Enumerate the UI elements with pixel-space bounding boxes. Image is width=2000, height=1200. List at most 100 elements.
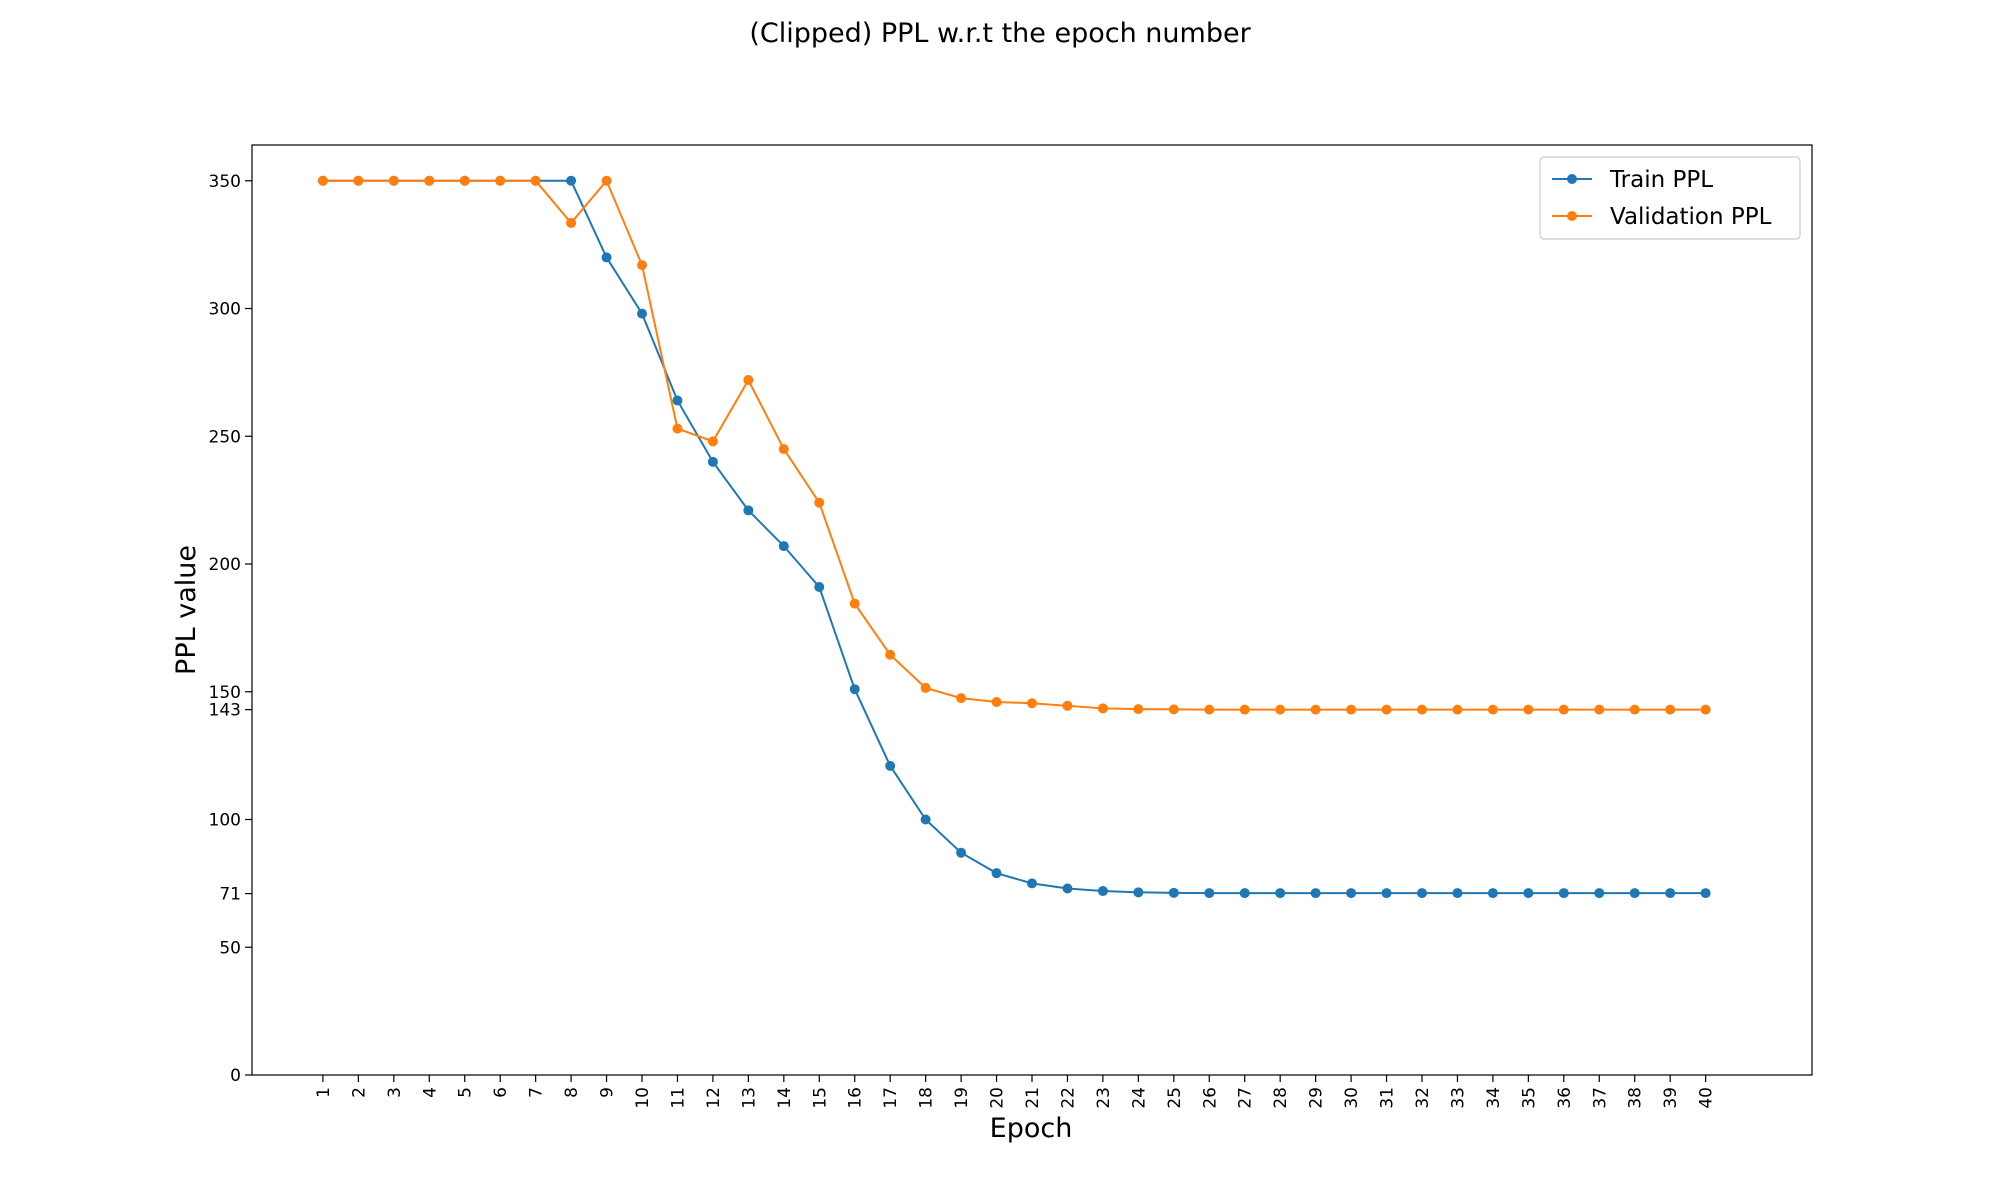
y-tick-label: 200 [209,555,241,575]
data-point [1452,888,1463,899]
data-point [459,175,470,186]
data-point [1665,704,1676,715]
data-point [672,395,683,406]
x-tick-label: 8 [562,1087,582,1098]
x-tick-label: 13 [739,1087,759,1109]
data-point [495,175,506,186]
x-tick-label: 18 [917,1087,937,1109]
data-point [566,175,577,186]
x-tick-label: 3 [385,1087,405,1098]
data-point [956,847,967,858]
data-point [1523,888,1534,899]
x-tick-label: 30 [1342,1087,1362,1109]
data-point [1097,703,1108,714]
data-point [1204,888,1215,899]
data-point [1168,704,1179,715]
data-point [1452,704,1463,715]
legend-swatch-marker [1567,211,1577,221]
data-point [1417,704,1427,715]
data-point [1629,704,1640,715]
data-point [1665,888,1676,899]
series-layer [317,175,1711,899]
data-point [1594,704,1605,715]
data-point [1700,888,1711,899]
data-point [1275,704,1286,715]
x-tick-label: 7 [527,1087,547,1098]
data-point [1133,887,1144,898]
data-point [743,375,754,386]
x-tick-label: 32 [1413,1087,1433,1109]
y-tick-label: 250 [209,427,241,447]
x-tick-label: 10 [633,1087,653,1109]
legend: Train PPL Validation PPL [1539,156,1801,240]
series-validation-ppl [317,175,1711,715]
data-point [707,436,718,447]
data-point [637,308,647,319]
x-tick-label: 11 [668,1087,688,1109]
data-point [991,696,1002,707]
data-point [1346,888,1357,899]
y-axis-label: PPL value [171,545,202,675]
data-point [1310,704,1321,715]
x-tick-label: 20 [988,1087,1008,1109]
data-point [317,175,328,186]
data-point [1346,704,1357,715]
legend-box [1539,156,1801,240]
data-point [956,693,967,704]
data-point [1062,700,1073,711]
x-tick-label: 38 [1626,1087,1646,1109]
x-tick-label: 9 [598,1087,618,1098]
data-point [920,814,931,825]
x-tick-label: 27 [1236,1087,1256,1109]
data-point [637,260,647,271]
x-tick-label: 23 [1094,1087,1114,1109]
data-point [601,175,612,186]
y-tick-label: 0 [230,1066,241,1086]
data-point [1381,888,1392,899]
x-tick-label: 33 [1448,1087,1468,1109]
y-tick-label: 50 [219,938,241,958]
legend-item: Validation PPL [1552,204,1772,230]
data-point [1239,888,1250,899]
x-tick-label: 14 [775,1087,795,1109]
x-tick-label: 29 [1307,1087,1327,1109]
x-tick-label: 39 [1661,1087,1681,1109]
data-point [424,175,435,186]
data-point [1487,888,1498,899]
x-tick-label: 1 [314,1087,334,1098]
data-point [1558,704,1569,715]
data-point [1062,883,1073,894]
data-point [1629,888,1640,899]
data-point [1558,888,1569,899]
data-point [388,175,399,186]
data-point [1381,704,1392,715]
data-point [1204,704,1215,715]
legend-label: Train PPL [1609,167,1713,193]
x-tick-label: 6 [491,1087,511,1098]
data-point [1487,704,1498,715]
data-point [1097,886,1108,897]
data-point [885,760,896,771]
data-point [1239,704,1250,715]
data-point [707,456,718,467]
series-line [322,178,1706,711]
x-tick-label: 25 [1165,1087,1185,1109]
data-point [885,649,896,660]
y-tick-label: 71 [219,885,241,905]
data-point [814,582,825,593]
data-point [849,684,860,695]
x-tick-label: 36 [1555,1087,1575,1109]
x-tick-label: 28 [1271,1087,1291,1109]
y-tick-label: 143 [209,701,241,721]
legend-item: Train PPL [1552,167,1713,193]
data-point [849,598,860,609]
x-tick-label: 17 [881,1087,901,1109]
data-point [814,497,825,508]
data-point [1027,698,1037,709]
data-point [991,868,1002,879]
x-tick-label: 35 [1519,1087,1539,1109]
series-train-ppl [317,175,1711,899]
x-tick-label: 12 [704,1087,724,1109]
series-line [322,179,1706,895]
data-point [1310,888,1321,899]
